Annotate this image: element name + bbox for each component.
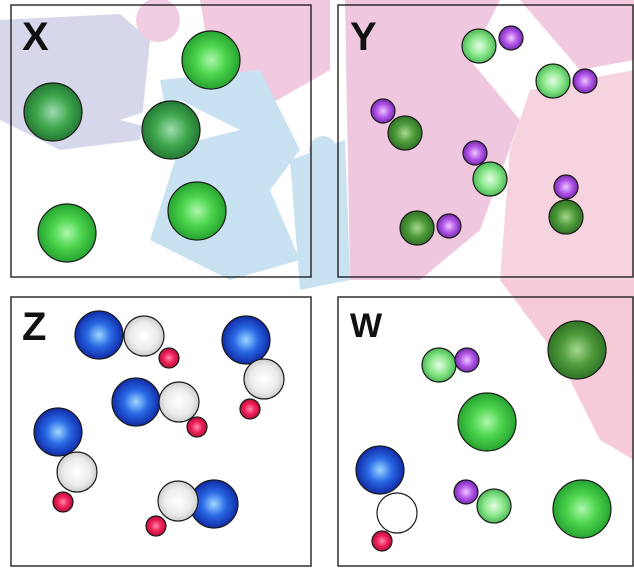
green-purple-molecule: [370, 98, 423, 151]
panel-y-particles: [370, 25, 598, 246]
green-purple-molecule: [421, 347, 480, 383]
purple-atom: [370, 98, 396, 124]
panel-w-frame: [337, 296, 634, 567]
blue-atom: [111, 377, 161, 427]
green-purple-molecule: [461, 25, 524, 64]
blue-white-red-molecule: [145, 479, 239, 537]
purple-atom: [462, 140, 488, 166]
blue-white-red-molecule: [33, 407, 98, 513]
purple-atom: [454, 347, 480, 373]
red-atom: [186, 416, 208, 438]
bg-pink-shape-y2: [520, 0, 634, 70]
blue-white-red-molecule: [221, 315, 285, 420]
purple-atom: [498, 25, 524, 51]
green-atom: [552, 479, 612, 539]
panel-y-frame: [337, 4, 634, 278]
panel-z-particles: [33, 310, 285, 537]
green-atom: [535, 63, 571, 99]
green-atom: [457, 392, 517, 452]
green-purple-molecule: [399, 210, 462, 246]
red-atom: [145, 515, 167, 537]
white-atom: [376, 492, 418, 534]
white-atom: [56, 451, 98, 493]
bg-pink-blob: [136, 0, 180, 42]
bg-pink-shape-y: [345, 0, 520, 280]
purple-atom: [572, 68, 598, 94]
green-purple-molecule: [548, 174, 584, 235]
panel-frames: [10, 4, 634, 567]
red-atom: [239, 398, 261, 420]
green-atom: [387, 115, 423, 151]
white-atom: [243, 358, 285, 400]
bg-blue-blob: [309, 136, 337, 164]
panel-y-label: Y: [350, 15, 377, 59]
blue-white-red-molecule: [111, 377, 208, 438]
green-atom: [37, 203, 97, 263]
green-atom: [472, 161, 508, 197]
green-atom: [181, 30, 241, 90]
red-atom: [158, 347, 180, 369]
panel-x-frame: [10, 4, 312, 278]
white-atom: [123, 315, 165, 357]
blue-white-red-molecule: [74, 310, 180, 369]
blue-atom: [355, 445, 405, 495]
purple-atom: [436, 213, 462, 239]
panel-z-label: Z: [22, 305, 46, 349]
green-atom: [167, 181, 227, 241]
panel-z-frame: [10, 296, 312, 567]
white-atom: [158, 381, 200, 423]
green-atom: [399, 210, 435, 246]
blue-white-red-molecule: [355, 445, 418, 552]
green-purple-molecule: [453, 479, 512, 524]
panel-w-label: W: [350, 307, 383, 345]
purple-atom: [553, 174, 579, 200]
green-atom: [421, 347, 457, 383]
purple-atom: [453, 479, 479, 505]
blue-atom: [221, 315, 271, 365]
blue-atom: [33, 407, 83, 457]
green-atom: [461, 28, 497, 64]
green-purple-molecule: [462, 140, 508, 197]
green-atom: [548, 199, 584, 235]
green-atom: [23, 82, 83, 142]
blue-atom: [74, 310, 124, 360]
green-purple-molecule: [535, 63, 598, 99]
green-atom: [547, 320, 607, 380]
red-atom: [371, 530, 393, 552]
panel-x-particles: [23, 30, 241, 263]
red-atom: [52, 491, 74, 513]
panel-w-particles: [355, 320, 612, 552]
green-atom: [141, 100, 201, 160]
white-atom: [157, 480, 199, 522]
panel-x-label: X: [22, 15, 49, 59]
green-atom: [476, 488, 512, 524]
bg-blue-shape-mid: [290, 140, 350, 290]
